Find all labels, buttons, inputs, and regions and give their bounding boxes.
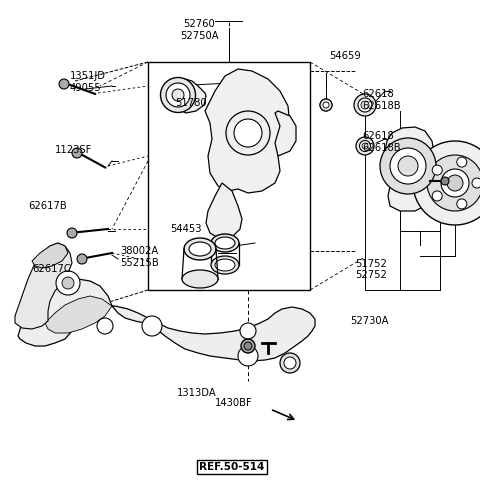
Ellipse shape [362, 143, 368, 149]
Text: 52730A: 52730A [350, 316, 389, 326]
Ellipse shape [166, 83, 190, 107]
Circle shape [67, 228, 77, 238]
Circle shape [432, 165, 442, 175]
Circle shape [72, 148, 82, 158]
Polygon shape [206, 183, 242, 239]
Circle shape [77, 254, 87, 264]
Text: 54659: 54659 [329, 51, 360, 61]
Circle shape [380, 138, 436, 194]
Ellipse shape [361, 101, 369, 109]
Circle shape [390, 148, 426, 184]
Ellipse shape [184, 238, 216, 260]
Ellipse shape [354, 94, 376, 116]
Circle shape [432, 191, 442, 201]
Polygon shape [275, 111, 296, 156]
Circle shape [97, 318, 113, 334]
Text: 62617C: 62617C [33, 264, 72, 274]
Circle shape [244, 342, 252, 350]
Circle shape [234, 119, 262, 147]
Circle shape [59, 79, 69, 89]
Text: 38002A
55215B: 38002A 55215B [120, 246, 159, 268]
Circle shape [226, 111, 270, 155]
Text: 62618
62618B: 62618 62618B [362, 131, 401, 153]
Circle shape [280, 353, 300, 373]
Text: 51752
52752: 51752 52752 [355, 259, 387, 281]
Text: 1351JD
49055: 1351JD 49055 [70, 71, 106, 93]
Text: 51780: 51780 [175, 98, 207, 108]
Circle shape [240, 323, 256, 339]
Ellipse shape [160, 78, 195, 113]
Circle shape [56, 271, 80, 295]
Polygon shape [32, 243, 68, 268]
Ellipse shape [172, 89, 184, 101]
Circle shape [241, 339, 255, 353]
Ellipse shape [215, 259, 235, 271]
Text: 1430BF: 1430BF [215, 398, 253, 408]
Polygon shape [15, 243, 72, 329]
Ellipse shape [189, 242, 211, 256]
Text: 1313DA: 1313DA [177, 388, 216, 398]
Circle shape [413, 141, 480, 225]
Ellipse shape [356, 137, 374, 155]
Text: REF.50-514: REF.50-514 [199, 462, 264, 472]
Circle shape [142, 316, 162, 336]
Circle shape [447, 175, 463, 191]
Ellipse shape [360, 140, 371, 151]
Circle shape [320, 99, 332, 111]
Circle shape [457, 157, 467, 167]
Text: 62618
62618B: 62618 62618B [362, 89, 401, 111]
Ellipse shape [211, 256, 239, 274]
Bar [148, 62, 310, 290]
Ellipse shape [215, 237, 235, 249]
Ellipse shape [182, 270, 218, 288]
Polygon shape [172, 79, 206, 113]
Circle shape [284, 357, 296, 369]
Circle shape [457, 199, 467, 209]
Ellipse shape [211, 234, 239, 252]
Polygon shape [45, 296, 112, 333]
Polygon shape [205, 69, 290, 193]
Circle shape [62, 277, 74, 289]
Text: 52760
52750A: 52760 52750A [180, 19, 218, 41]
Circle shape [441, 177, 449, 185]
Circle shape [398, 156, 418, 176]
Ellipse shape [358, 98, 372, 112]
Polygon shape [18, 279, 315, 361]
Circle shape [427, 155, 480, 211]
Text: 54453: 54453 [170, 224, 202, 234]
Circle shape [238, 346, 258, 366]
Text: 62617B: 62617B [28, 201, 67, 211]
Circle shape [472, 178, 480, 188]
Polygon shape [385, 127, 434, 211]
Circle shape [441, 169, 469, 197]
Circle shape [323, 102, 329, 108]
Text: 1123SF: 1123SF [55, 145, 93, 155]
